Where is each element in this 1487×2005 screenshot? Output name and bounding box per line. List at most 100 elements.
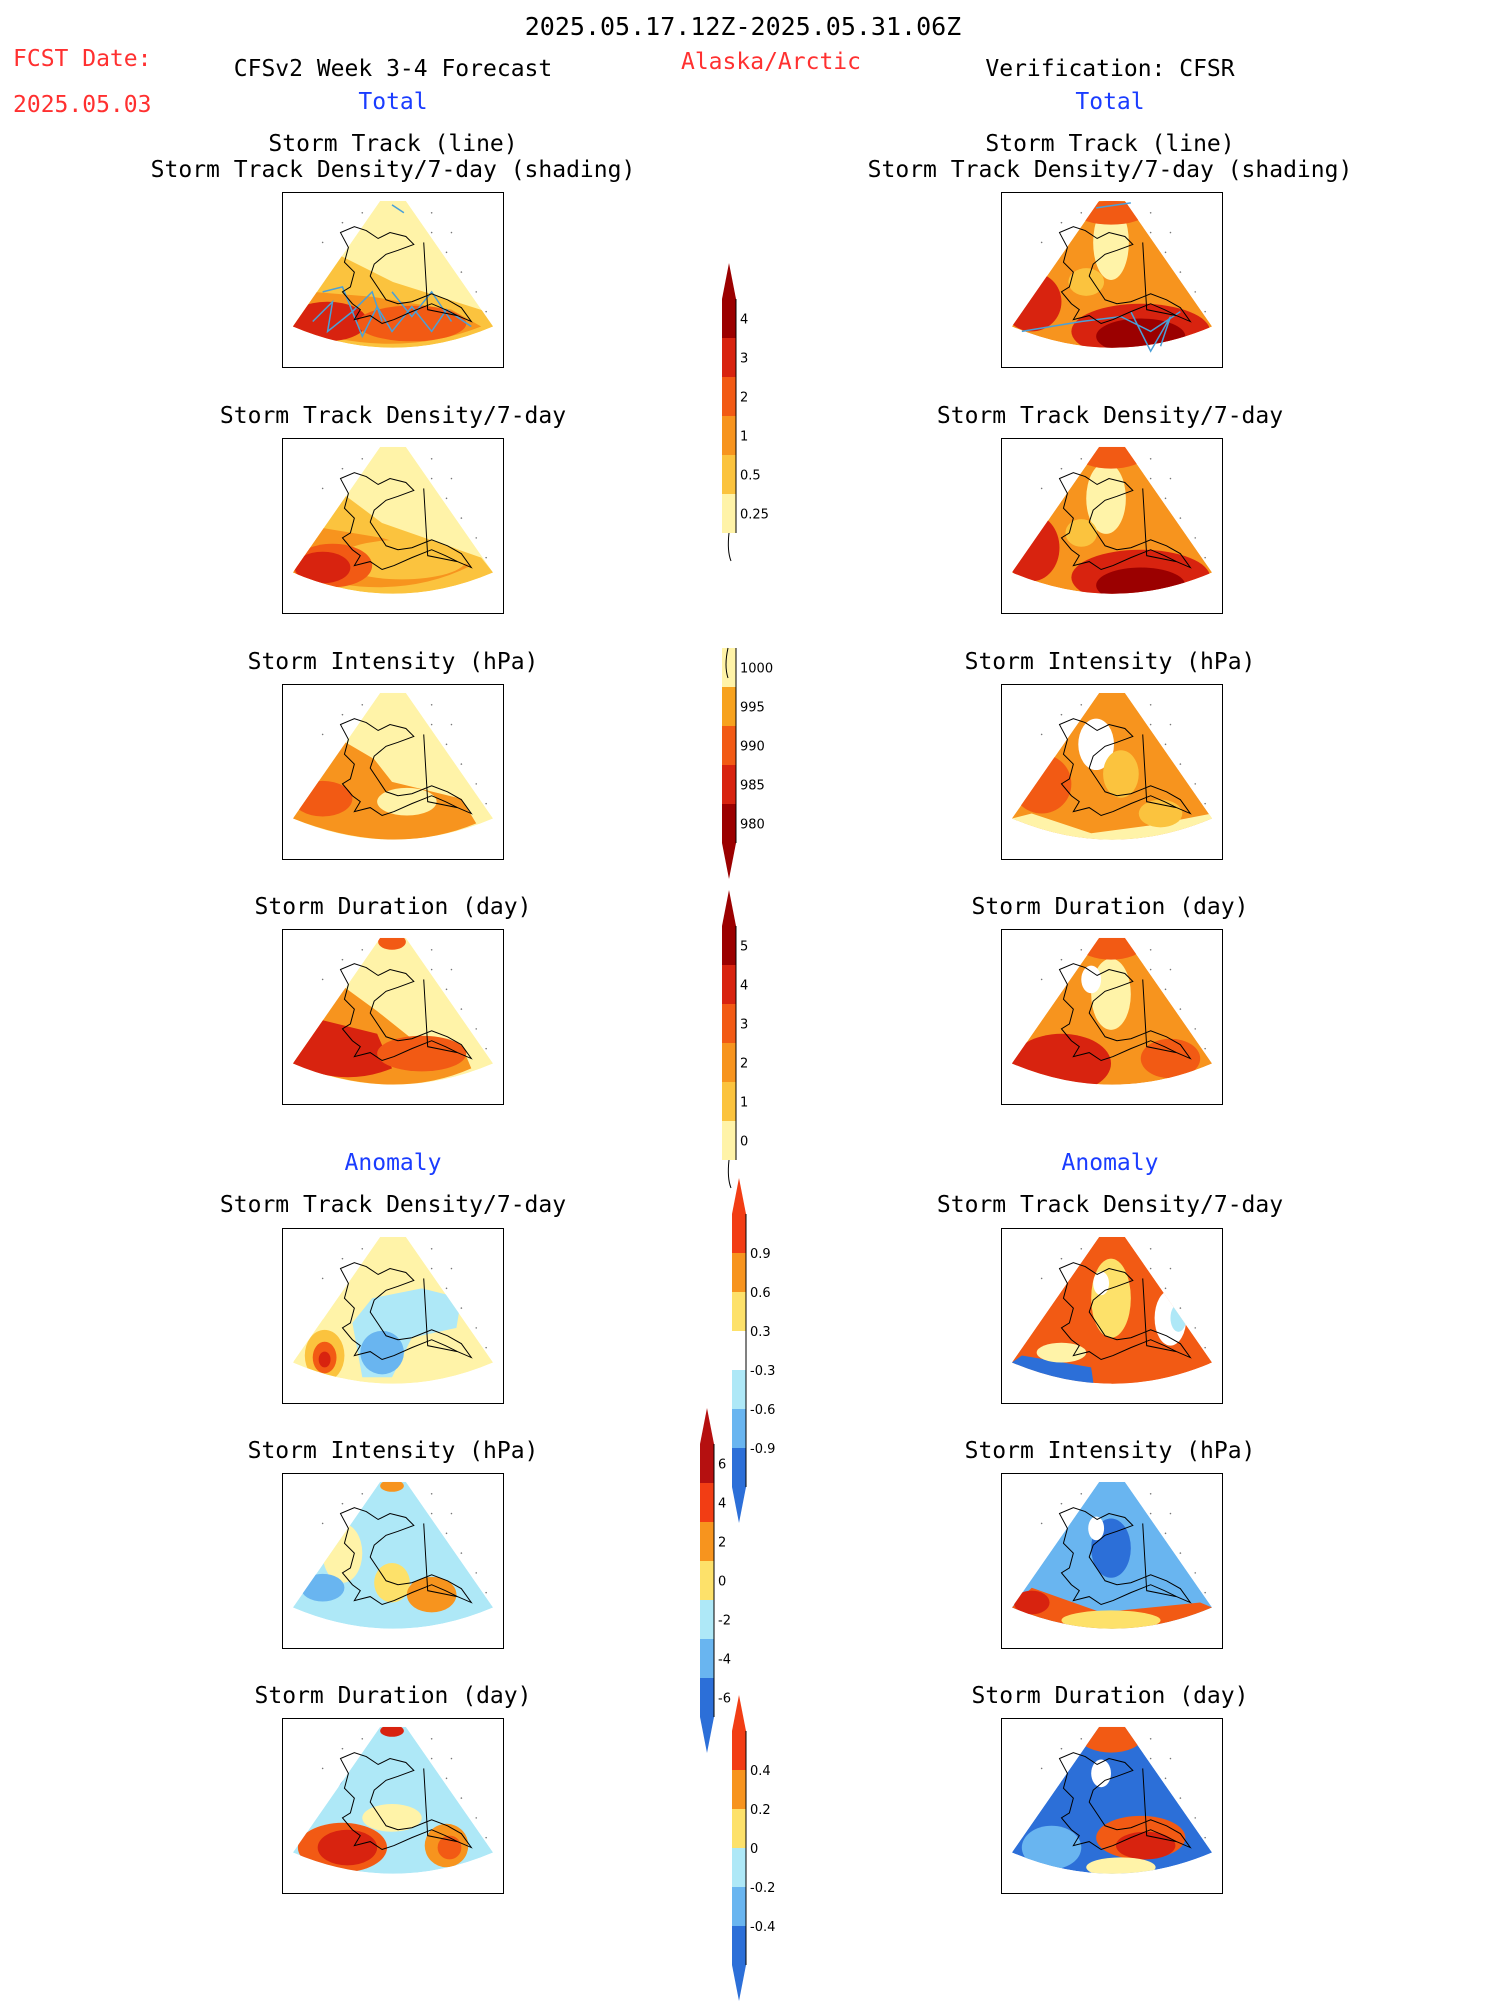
colorbar-swatch <box>722 1082 736 1121</box>
colorbar-top-arrow <box>722 263 736 299</box>
right-intensity-title: Storm Intensity (hPa) <box>964 649 1256 675</box>
colorbar-swatch <box>732 1331 746 1370</box>
colorbar-anom-density: 0.9 0.6 0.3 -0.3 -0.6 -0.9 <box>732 1178 802 1527</box>
left-duration-title: Storm Duration (day) <box>254 894 532 920</box>
colorbar-swatch <box>732 1409 746 1448</box>
colorbar-top-arrow <box>732 1695 746 1731</box>
colorbar-swatch <box>732 1370 746 1409</box>
colorbar-tick-label: 2 <box>740 391 748 406</box>
colorbar-swatch <box>722 726 736 765</box>
colorbar-swatch <box>732 1887 746 1926</box>
right-anomaly-label: Anomaly <box>1061 1150 1159 1176</box>
colorbar-tick-label: 0 <box>740 1135 748 1150</box>
map-graphic <box>292 692 494 840</box>
colorbar-swatch <box>700 1444 714 1483</box>
left-track-line-title: Storm Track (line) <box>268 131 518 157</box>
colorbar-duration: 5 4 3 2 1 0 <box>722 890 792 1189</box>
map-right-anom-intensity <box>1001 1473 1223 1649</box>
colorbar-tick-label: 990 <box>740 740 765 755</box>
map-graphic <box>1011 200 1213 353</box>
colorbar-tick-label: 0.4 <box>750 1764 771 1779</box>
map-graphic <box>292 1726 494 1874</box>
colorbar-tick-label: 0 <box>750 1842 758 1857</box>
colorbar-swatch <box>732 1292 746 1331</box>
map-graphic <box>292 937 494 1085</box>
map-graphic <box>292 200 494 348</box>
colorbar-tick-label: 1 <box>740 1096 748 1111</box>
colorbar-swatch <box>722 926 736 965</box>
colorbar-swatch <box>700 1522 714 1561</box>
colorbar-graphic: 5 4 3 2 1 0 <box>722 890 748 1189</box>
colorbar-swatch <box>722 338 736 377</box>
colorbar-tick-label: -0.2 <box>750 1881 775 1896</box>
map-right-track <box>1001 192 1223 368</box>
colorbar-tick-label: -0.3 <box>750 1364 775 1379</box>
colorbar-tick-label: 0.6 <box>750 1286 771 1301</box>
map-left-density <box>282 438 504 614</box>
colorbar-tick-label: -4 <box>718 1653 731 1668</box>
map-left-duration <box>282 929 504 1105</box>
map-left-anom-density <box>282 1228 504 1404</box>
colorbar-tick-label: 0.5 <box>740 469 761 484</box>
colorbar-tick-label: -0.4 <box>750 1920 775 1935</box>
colorbar-graphic: 0.9 0.6 0.3 -0.3 -0.6 -0.9 <box>732 1178 775 1523</box>
fcst-date-label: FCST Date: <box>13 46 152 72</box>
colorbar-swatch <box>732 1809 746 1848</box>
colorbar-tick-label: 0.9 <box>750 1247 771 1262</box>
left-intensity-title: Storm Intensity (hPa) <box>247 649 539 675</box>
colorbar-swatch <box>732 1848 746 1887</box>
colorbar-swatch <box>722 804 736 843</box>
colorbar-tick-label: 3 <box>740 1018 748 1033</box>
colorbar-swatch <box>732 1253 746 1292</box>
colorbar-swatch <box>722 1004 736 1043</box>
right-duration-title: Storm Duration (day) <box>971 894 1249 920</box>
colorbar-graphic: 6 4 2 0 -2 -4 -6 <box>700 1408 731 1753</box>
colorbar-swatch <box>722 765 736 804</box>
map-right-intensity <box>1001 684 1223 860</box>
colorbar-swatch <box>722 687 736 726</box>
map-right-anom-duration <box>1001 1718 1223 1894</box>
colorbar-bottom-arrow <box>732 1965 746 2001</box>
map-graphic <box>1011 1481 1213 1629</box>
left-density-title: Storm Track Density/7-day <box>219 403 567 429</box>
colorbar-top-arrow <box>722 890 736 926</box>
colorbar-tick-label: 985 <box>740 779 765 794</box>
colorbar-tick-label: 4 <box>740 979 748 994</box>
colorbar-tick-label: -0.6 <box>750 1403 775 1418</box>
colorbar-swatch <box>700 1639 714 1678</box>
colorbar-tick-label: 1000 <box>740 662 773 677</box>
colorbar-swatch <box>722 416 736 455</box>
map-left-anom-duration <box>282 1718 504 1894</box>
colorbar-bottom-arrow <box>732 1487 746 1523</box>
map-graphic <box>292 446 494 594</box>
colorbar-top-arrow <box>700 1408 714 1444</box>
left-anom-duration-title: Storm Duration (day) <box>254 1683 532 1709</box>
colorbar-swatch <box>722 377 736 416</box>
colorbar-graphic: 1000 995 990 985 980 <box>722 647 773 879</box>
colorbar-swatch <box>722 299 736 338</box>
colorbar-swatch <box>722 455 736 494</box>
map-left-intensity <box>282 684 504 860</box>
map-graphic <box>1011 937 1213 1085</box>
colorbar-anom-intensity: 6 4 2 0 -2 -4 -6 <box>700 1408 770 1757</box>
date-range-title: 2025.05.17.12Z-2025.05.31.06Z <box>524 12 962 41</box>
colorbar-tick-label: 2 <box>718 1536 726 1551</box>
colorbar-swatch <box>700 1561 714 1600</box>
colorbar-swatch <box>722 648 736 687</box>
colorbar-tick-label: -6 <box>718 1692 731 1707</box>
colorbar-swatch <box>732 1926 746 1965</box>
map-graphic <box>1011 692 1213 840</box>
right-anom-density-title: Storm Track Density/7-day <box>936 1192 1284 1218</box>
colorbar-tick-label: 4 <box>718 1497 726 1512</box>
colorbar-intensity: 1000 995 990 985 980 <box>722 647 792 883</box>
right-anom-intensity-title: Storm Intensity (hPa) <box>964 1438 1256 1464</box>
colorbar-swatch <box>732 1448 746 1487</box>
colorbar-tick-label: 0.2 <box>750 1803 771 1818</box>
colorbar-graphic: 4 3 2 1 0.5 0.25 <box>722 263 769 562</box>
colorbar-graphic: 0.4 0.2 0 -0.2 -0.4 <box>732 1695 775 2001</box>
colorbar-swatch <box>722 494 736 533</box>
left-track-shading-title: Storm Track Density/7-day (shading) <box>150 157 636 183</box>
map-graphic <box>1011 1236 1213 1384</box>
right-total-label: Total <box>1075 89 1145 115</box>
map-graphic <box>292 1236 494 1384</box>
